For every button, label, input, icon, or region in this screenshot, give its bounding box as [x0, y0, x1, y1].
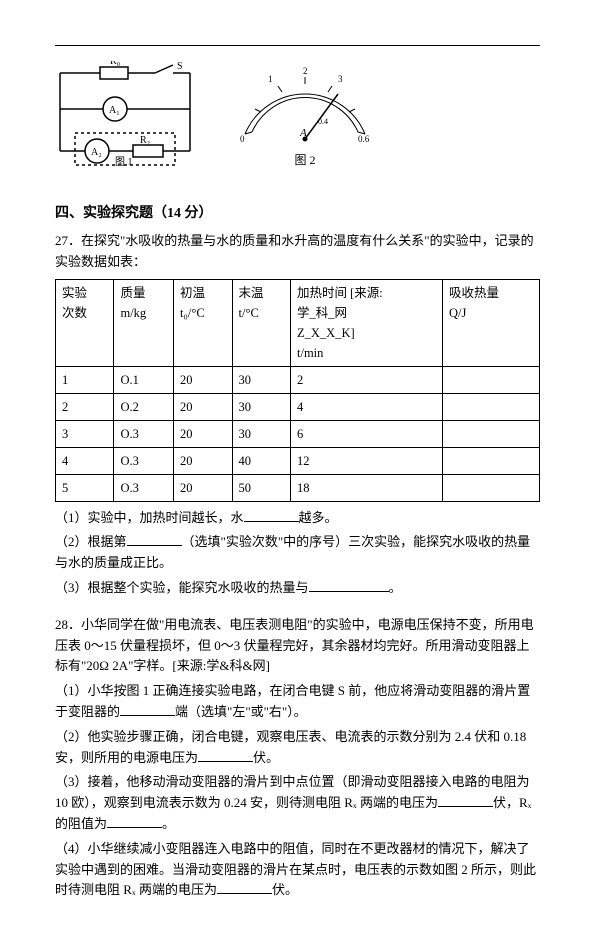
label-fig1: 图 1	[115, 156, 133, 166]
top-rule	[55, 45, 540, 46]
meter-tick-3: 3	[338, 74, 343, 84]
table-header-row: 实验次数 质量m/kg 初温t₀/°C 末温t/°C 加热时间 [来源:学_科_…	[56, 279, 540, 366]
section4-title: 四、实验探究题（14 分）	[55, 203, 540, 225]
th-1: 实验次数	[56, 279, 114, 366]
meter-tick-1: 1	[268, 74, 273, 84]
meter-tick-2: 2	[303, 66, 308, 76]
meter-04: 0.4	[318, 117, 328, 126]
q28-s3: （3）接着，他移动滑动变阻器的滑片到中点位置（即滑动变阻器接入电路的电阻为 10…	[55, 772, 540, 834]
table-row: 4O.3204012	[56, 447, 540, 474]
q28-stem: 28．小华同学在做"用电流表、电压表测电阻"的实验中，电源电压保持不变，所用电压…	[55, 615, 540, 677]
q28: 28．小华同学在做"用电流表、电压表测电阻"的实验中，电源电压保持不变，所用电压…	[55, 615, 540, 901]
label-S: S	[177, 61, 183, 72]
q27-sub2: （2）根据第（选填"实验次数"中的序号）三次实验，能探究水吸收的热量与水的质量成…	[55, 532, 540, 574]
table-row: 3O.320306	[56, 420, 540, 447]
blank[interactable]	[107, 814, 162, 828]
blank[interactable]	[198, 748, 253, 762]
th-6: 吸收热量Q/J	[442, 279, 539, 366]
meter-A: A	[299, 127, 307, 139]
table-row: 2O.220304	[56, 393, 540, 420]
blank[interactable]	[438, 793, 493, 807]
q27-sub3: （3）根据整个实验，能探究水吸收的热量与。	[55, 578, 540, 599]
q27-table: 实验次数 质量m/kg 初温t₀/°C 末温t/°C 加热时间 [来源:学_科_…	[55, 279, 540, 502]
meter-svg: 0 1 2 3 0.4 0.6 A	[230, 64, 380, 149]
th-5: 加热时间 [来源:学_科_网Z_X_X_K]t/min	[291, 279, 443, 366]
label-R2: R₂	[140, 135, 150, 146]
q28-s4: （4）小华继续减小变阻器连入电路中的阻值，同时在不更改器材的情况下，解决了实验中…	[55, 839, 540, 901]
th-2: 质量m/kg	[114, 279, 174, 366]
meter-tick-0: 0	[240, 134, 245, 144]
label-A1: A₁	[109, 105, 120, 116]
figures-row: R₀ S A₁ A₂ R₂ 图 1	[55, 61, 540, 173]
circuit-svg: R₀ S A₁ A₂ R₂ 图 1	[55, 61, 195, 166]
table-row: 1O.120302	[56, 366, 540, 393]
table-row: 5O.3205018	[56, 474, 540, 501]
circuit-diagram: R₀ S A₁ A₂ R₂ 图 1	[55, 61, 195, 173]
q27-sub1: （1）实验中，加热时间越长，水越多。	[55, 508, 540, 529]
q28-s2: （2）他实验步骤正确，闭合电键，观察电压表、电流表的示数分别为 2.4 伏和 0…	[55, 727, 540, 769]
meter-caption: 图 2	[294, 151, 315, 170]
q27-stem: 27．在探究"水吸收的热量与水的质量和水升高的温度有什么关系"的实验中，记录的实…	[55, 231, 540, 273]
blank[interactable]	[217, 880, 272, 894]
label-R: R₀	[110, 61, 121, 67]
th-4: 末温t/°C	[232, 279, 290, 366]
meter-block: 0 1 2 3 0.4 0.6 A 图 2	[230, 64, 380, 170]
blank[interactable]	[127, 532, 182, 546]
blank[interactable]	[244, 508, 299, 522]
blank[interactable]	[120, 702, 175, 716]
blank[interactable]	[309, 578, 389, 592]
th-3: 初温t₀/°C	[174, 279, 232, 366]
q28-s1: （1）小华按图 1 正确连接实验电路，在闭合电键 S 前，他应将滑动变阻器的滑片…	[55, 681, 540, 723]
meter-06: 0.6	[358, 134, 370, 144]
label-A2: A₂	[91, 147, 102, 158]
